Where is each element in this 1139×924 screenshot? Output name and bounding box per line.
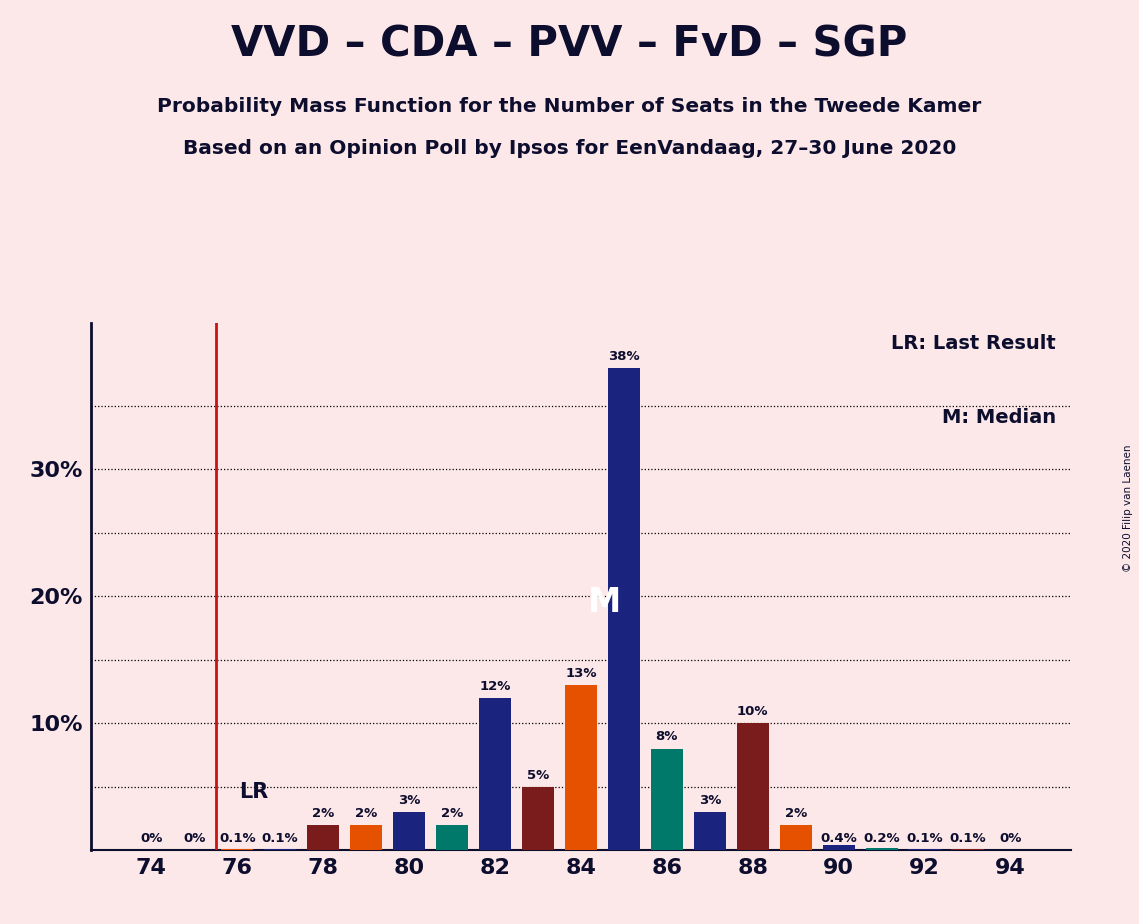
Text: 0.2%: 0.2% [863,832,900,845]
Text: M: Median: M: Median [942,407,1056,427]
Bar [909,849,941,850]
Text: © 2020 Filip van Laenen: © 2020 Filip van Laenen [1123,444,1133,572]
Text: 5%: 5% [527,769,549,782]
Text: 0.1%: 0.1% [262,832,298,845]
Bar [650,748,683,850]
Text: 0.1%: 0.1% [949,832,986,845]
Text: M: M [588,586,621,619]
Text: Based on an Opinion Poll by Ipsos for EenVandaag, 27–30 June 2020: Based on an Opinion Poll by Ipsos for Ee… [183,139,956,158]
Text: 2%: 2% [312,807,334,820]
Bar [866,847,898,850]
Text: 0.4%: 0.4% [820,832,857,845]
Text: 2%: 2% [441,807,464,820]
Text: Probability Mass Function for the Number of Seats in the Tweede Kamer: Probability Mass Function for the Number… [157,97,982,116]
Bar [779,825,812,850]
Bar [436,825,468,850]
Text: 13%: 13% [565,667,597,680]
Text: 38%: 38% [608,350,640,363]
Text: 8%: 8% [656,731,678,744]
Bar [478,698,511,850]
Text: 2%: 2% [355,807,377,820]
Text: 0.1%: 0.1% [907,832,943,845]
Bar [393,812,425,850]
Bar [694,812,726,850]
Bar [608,368,640,850]
Text: 10%: 10% [737,705,769,718]
Text: 2%: 2% [785,807,806,820]
Bar [822,845,854,850]
Text: LR: LR [239,782,269,802]
Text: 3%: 3% [398,794,420,807]
Bar [308,825,339,850]
Text: 3%: 3% [698,794,721,807]
Text: 12%: 12% [480,680,510,693]
Bar [221,849,253,850]
Text: VVD – CDA – PVV – FvD – SGP: VVD – CDA – PVV – FvD – SGP [231,23,908,65]
Text: 0%: 0% [140,832,163,845]
Bar [350,825,383,850]
Bar [565,685,597,850]
Bar [737,723,769,850]
Bar [951,849,984,850]
Text: 0%: 0% [183,832,205,845]
Text: 0%: 0% [999,832,1022,845]
Bar [264,849,296,850]
Text: 0.1%: 0.1% [219,832,255,845]
Bar [522,786,554,850]
Text: LR: Last Result: LR: Last Result [891,334,1056,353]
